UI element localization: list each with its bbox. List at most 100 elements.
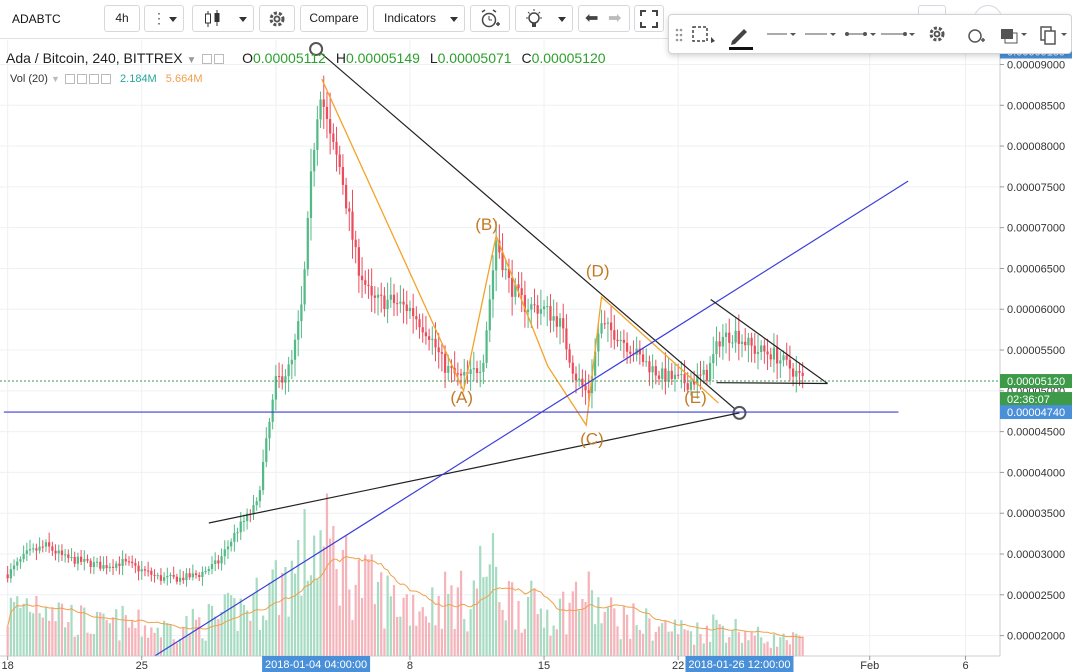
volume-bar [488,564,491,656]
price-axis[interactable] [1000,40,1072,656]
redo-icon[interactable]: ➡ [608,10,622,27]
close-icon[interactable] [100,74,111,85]
gear-icon[interactable] [214,54,225,65]
chart-title[interactable]: Ada / Bitcoin, 240, BITTREX [6,50,183,66]
undo-icon[interactable]: ⬅ [585,10,599,27]
candle-body [386,299,389,310]
drag-handle-icon[interactable] [675,28,683,42]
volume-title[interactable]: Vol (20) [10,73,48,85]
alert-button[interactable] [470,5,510,32]
volume-bar [533,588,536,656]
candle-body [303,269,306,305]
plus-icon[interactable] [88,74,99,85]
visual-order-icon[interactable] [1001,29,1027,44]
volume-bar [763,643,766,656]
candle-body [137,565,140,572]
candle-body [696,374,699,385]
volume-bar [769,647,772,656]
chart-style-button[interactable] [192,5,254,32]
volume-bar [571,591,574,656]
compare-button[interactable]: Compare [300,5,368,32]
candle-body [613,330,616,340]
candle-body [204,571,207,573]
candle-body [111,566,115,568]
wedge-line[interactable] [315,48,740,414]
candle-body [287,364,290,377]
pencil-icon[interactable] [729,29,753,50]
wedge-line[interactable] [716,382,828,385]
candle-body [785,355,788,360]
line-width-dropdown[interactable] [805,33,836,36]
candle-body [309,171,313,219]
trend-line[interactable] [141,180,909,665]
last-price-tag-bg [1000,374,1072,389]
gear-icon[interactable] [929,26,945,42]
volume-bar [507,581,511,656]
volume-bar [373,604,376,656]
volume-bar [16,596,19,656]
settings-button[interactable] [259,5,295,32]
volume-bar [526,596,530,656]
eye-icon[interactable] [202,54,213,65]
interval-button[interactable]: 4h [104,5,140,32]
wedge-line[interactable] [208,412,740,524]
candle-body [159,575,163,581]
volume-bar [137,609,140,656]
clone-icon[interactable] [1040,26,1067,45]
open-value: 0.00005112 [253,50,326,66]
candle-body [645,361,648,363]
candle-body [83,558,86,562]
candle-body [753,345,756,354]
indicators-button[interactable]: Indicators [373,5,465,32]
volume-bar [150,627,153,656]
select-area-icon[interactable] [692,26,715,43]
volume-bar [143,625,147,656]
volume-bar [70,604,73,656]
candle-body [64,554,67,556]
volume-bar [60,603,64,656]
volume-bar [175,643,179,656]
interval-dropdown-button[interactable]: ⋮ [144,5,184,32]
volume-bar [495,566,498,656]
candle-body [19,559,22,562]
time-axis[interactable] [0,656,1000,672]
candle-body [693,381,696,385]
theme-button[interactable] [515,5,573,32]
chevron-down-icon[interactable]: ▼ [50,74,60,84]
volume-bar [226,592,230,656]
candle-body [737,330,740,344]
candle-body [520,288,523,296]
line-end-dropdown[interactable] [881,32,915,36]
candle-body [475,368,479,373]
candle-body [625,342,629,352]
pattern-label: (B) [475,215,498,234]
gear-icon[interactable] [76,74,87,85]
candle-body [357,247,360,276]
volume-bar [402,597,405,656]
alarm-clock-icon[interactable] [968,29,985,43]
line-style-dropdown[interactable] [845,32,876,36]
pattern-label: (A) [450,388,473,407]
volume-bar [587,571,590,656]
candle-body [351,211,354,240]
chevron-down-icon[interactable]: ▼ [186,55,197,66]
candle-body [677,374,680,376]
volume-bar [364,554,367,656]
symbol-input[interactable]: ADABTC [12,12,61,26]
volume-bar [105,620,108,656]
candle-body [565,328,568,350]
eye-icon[interactable] [64,74,75,85]
line-color-dropdown[interactable] [767,33,796,36]
candle-body [376,294,380,298]
cursor-date-tag: 2018-01-26 12:00:00 [688,659,790,671]
volume-bar [124,615,127,656]
volume-bar [654,631,657,656]
candle-body [562,318,565,329]
drag-handle[interactable] [309,41,324,56]
candle-body [581,378,584,386]
candle-body [686,383,689,390]
fullscreen-button[interactable] [634,5,664,32]
wedge-line[interactable] [710,298,828,384]
volume-bar [558,598,562,656]
